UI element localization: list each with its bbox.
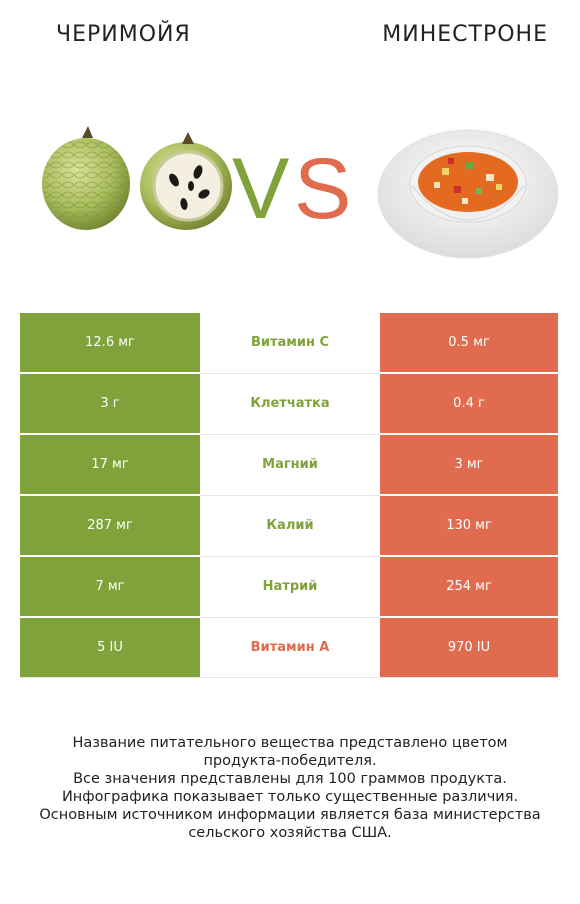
nutrient-name-cell: Калий	[200, 495, 380, 557]
nutrient-name-cell: Витамин A	[200, 617, 380, 678]
footnote-line: Все значения представлены для 100 граммо…	[73, 771, 507, 787]
right-value-cell: 0.4 г	[380, 373, 558, 435]
nutrient-name-cell: Натрий	[200, 556, 380, 618]
nutrient-name-cell: Витамин C	[200, 313, 380, 374]
vs-label: V S	[232, 141, 351, 234]
right-value-cell: 130 мг	[380, 495, 558, 557]
nutrient-name-cell: Магний	[200, 434, 380, 496]
comparison-row: 3 г Клетчатка 0.4 г	[20, 373, 558, 435]
minestrone-image	[377, 129, 559, 259]
right-value-cell: 0.5 мг	[380, 313, 558, 374]
comparison-row: 12.6 мг Витамин C 0.5 мг	[20, 313, 558, 374]
footnote-line: сельского хозяйства США.	[188, 825, 392, 841]
right-value-cell: 254 мг	[380, 556, 558, 618]
footnote-line: Инфографика показывает только существенн…	[61, 789, 519, 805]
comparison-row: 287 мг Калий 130 мг	[20, 495, 558, 557]
comparison-row: 5 IU Витамин A 970 IU	[20, 617, 558, 678]
left-value-cell: 5 IU	[20, 617, 200, 678]
footnote-line: Название питательного вещества представл…	[72, 735, 508, 751]
footnote-line: Основным источником информации является …	[39, 807, 541, 823]
left-food-title: ЧЕРИМОЙЯ	[56, 22, 191, 47]
nutrient-name-cell: Клетчатка	[200, 373, 380, 435]
left-value-cell: 17 мг	[20, 434, 200, 496]
comparison-row: 17 мг Магний 3 мг	[20, 434, 558, 496]
footnote: Название питательного вещества представл…	[20, 734, 560, 842]
vs-letter-s: S	[294, 141, 351, 234]
vs-letter-v: V	[232, 141, 289, 234]
cherimoya-image	[42, 126, 232, 230]
comparison-row: 7 мг Натрий 254 мг	[20, 556, 558, 618]
left-value-cell: 3 г	[20, 373, 200, 435]
left-value-cell: 7 мг	[20, 556, 200, 618]
left-value-cell: 12.6 мг	[20, 313, 200, 374]
right-value-cell: 970 IU	[380, 617, 558, 678]
right-value-cell: 3 мг	[380, 434, 558, 496]
right-food-title: МИНЕСТРОНЕ	[382, 22, 548, 47]
footnote-line: продукта-победителя.	[203, 753, 377, 769]
left-value-cell: 287 мг	[20, 495, 200, 557]
